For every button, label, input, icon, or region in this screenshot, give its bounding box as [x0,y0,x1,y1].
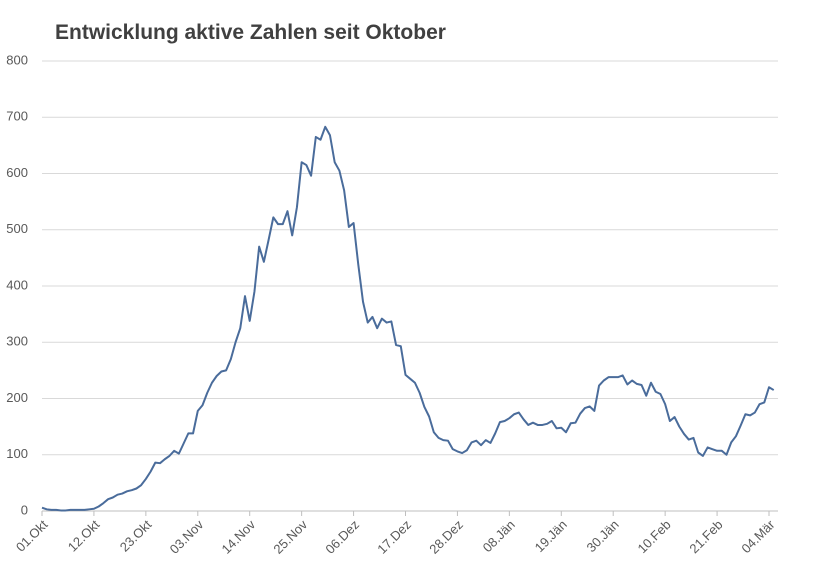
x-tick-label: 04.Mär [738,516,778,556]
x-tick-label: 10.Feb [634,517,673,556]
data-line [41,125,775,512]
x-tick-label: 28.Dez [426,517,466,557]
x-tick-label: 06.Dez [322,517,362,557]
y-tick-label: 400 [6,277,28,292]
y-tick-label: 100 [6,446,28,461]
x-tick-label: 14.Nov [219,517,259,557]
x-tick-label: 03.Nov [167,517,207,557]
y-tick-label: 200 [6,390,28,405]
x-tick-label: 19.Jän [532,517,570,555]
x-tick-label: 30.Jän [584,517,622,555]
x-tick-label: 23.Okt [117,517,155,555]
x-tick-label: 08.Jän [480,517,518,555]
y-tick-label: 0 [21,502,28,517]
y-tick-label: 500 [6,221,28,236]
x-tick-label: 01.Okt [13,517,51,555]
x-tick-label: 12.Okt [65,517,103,555]
x-tick-label: 21.Feb [686,517,725,556]
x-tick-label: 17.Dez [374,517,414,557]
y-tick-label: 600 [6,165,28,180]
chart-title: Entwicklung aktive Zahlen seit Oktober [55,21,446,44]
y-tick-label: 300 [6,334,28,349]
y-tick-label: 700 [6,109,28,124]
y-tick-label: 800 [6,52,28,67]
x-tick-label: 25.Nov [270,517,310,557]
